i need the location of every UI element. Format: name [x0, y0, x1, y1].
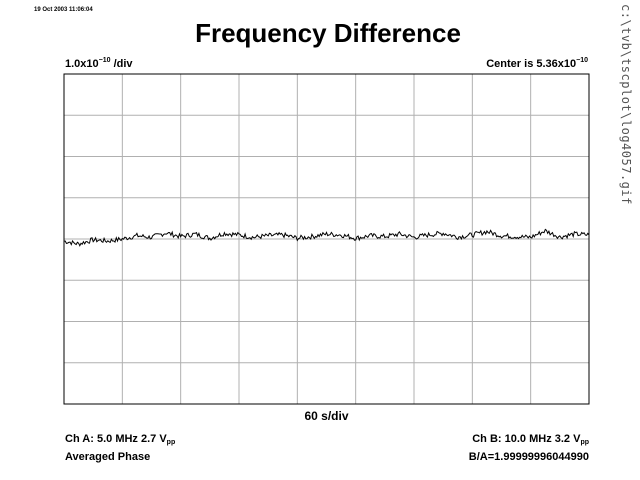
- channel-b-vpp-sub: pp: [580, 439, 589, 446]
- center-value-label: Center is 5.36x10−10: [486, 57, 588, 70]
- channel-a-vpp-sub: pp: [166, 439, 176, 446]
- file-path-label: c:\tvb\tscplot\log4057.gif: [619, 4, 633, 205]
- timestamp: 19 Oct 2003 11:06:04: [34, 7, 93, 13]
- chart-title: Frequency Difference: [195, 18, 461, 48]
- channel-a-line2: Averaged Phase: [65, 451, 151, 463]
- plot-frame: [63, 73, 590, 405]
- channel-b-line1-text: Ch B: 10.0 MHz 3.2 V: [472, 433, 581, 445]
- channel-a-info: Ch A: 5.0 MHz 2.7 Vpp Averaged Phase: [65, 432, 175, 465]
- frequency-difference-trace: [63, 228, 590, 247]
- y-scale-suffix: /div: [110, 58, 133, 70]
- channel-b-line1: Ch B: 10.0 MHz 3.2 Vpp: [469, 432, 589, 450]
- channel-b-line2: B/A=1.99999996044990: [468, 451, 589, 463]
- center-prefix: Center is 5.36x10: [486, 58, 577, 70]
- plot-grid: [64, 74, 589, 404]
- channel-a-line1-text: Ch A: 5.0 MHz 2.7 V: [65, 433, 167, 445]
- channel-b-info: Ch B: 10.0 MHz 3.2 Vpp B/A=1.99999996044…: [469, 432, 589, 465]
- y-scale-label: 1.0x10−10 /div: [65, 57, 133, 70]
- channel-a-line1: Ch A: 5.0 MHz 2.7 Vpp: [65, 432, 175, 450]
- x-scale-label: 60 s/div: [304, 409, 349, 423]
- y-scale-exponent: −10: [98, 57, 111, 64]
- y-scale-prefix: 1.0x10: [65, 58, 99, 70]
- center-exponent: −10: [576, 57, 588, 64]
